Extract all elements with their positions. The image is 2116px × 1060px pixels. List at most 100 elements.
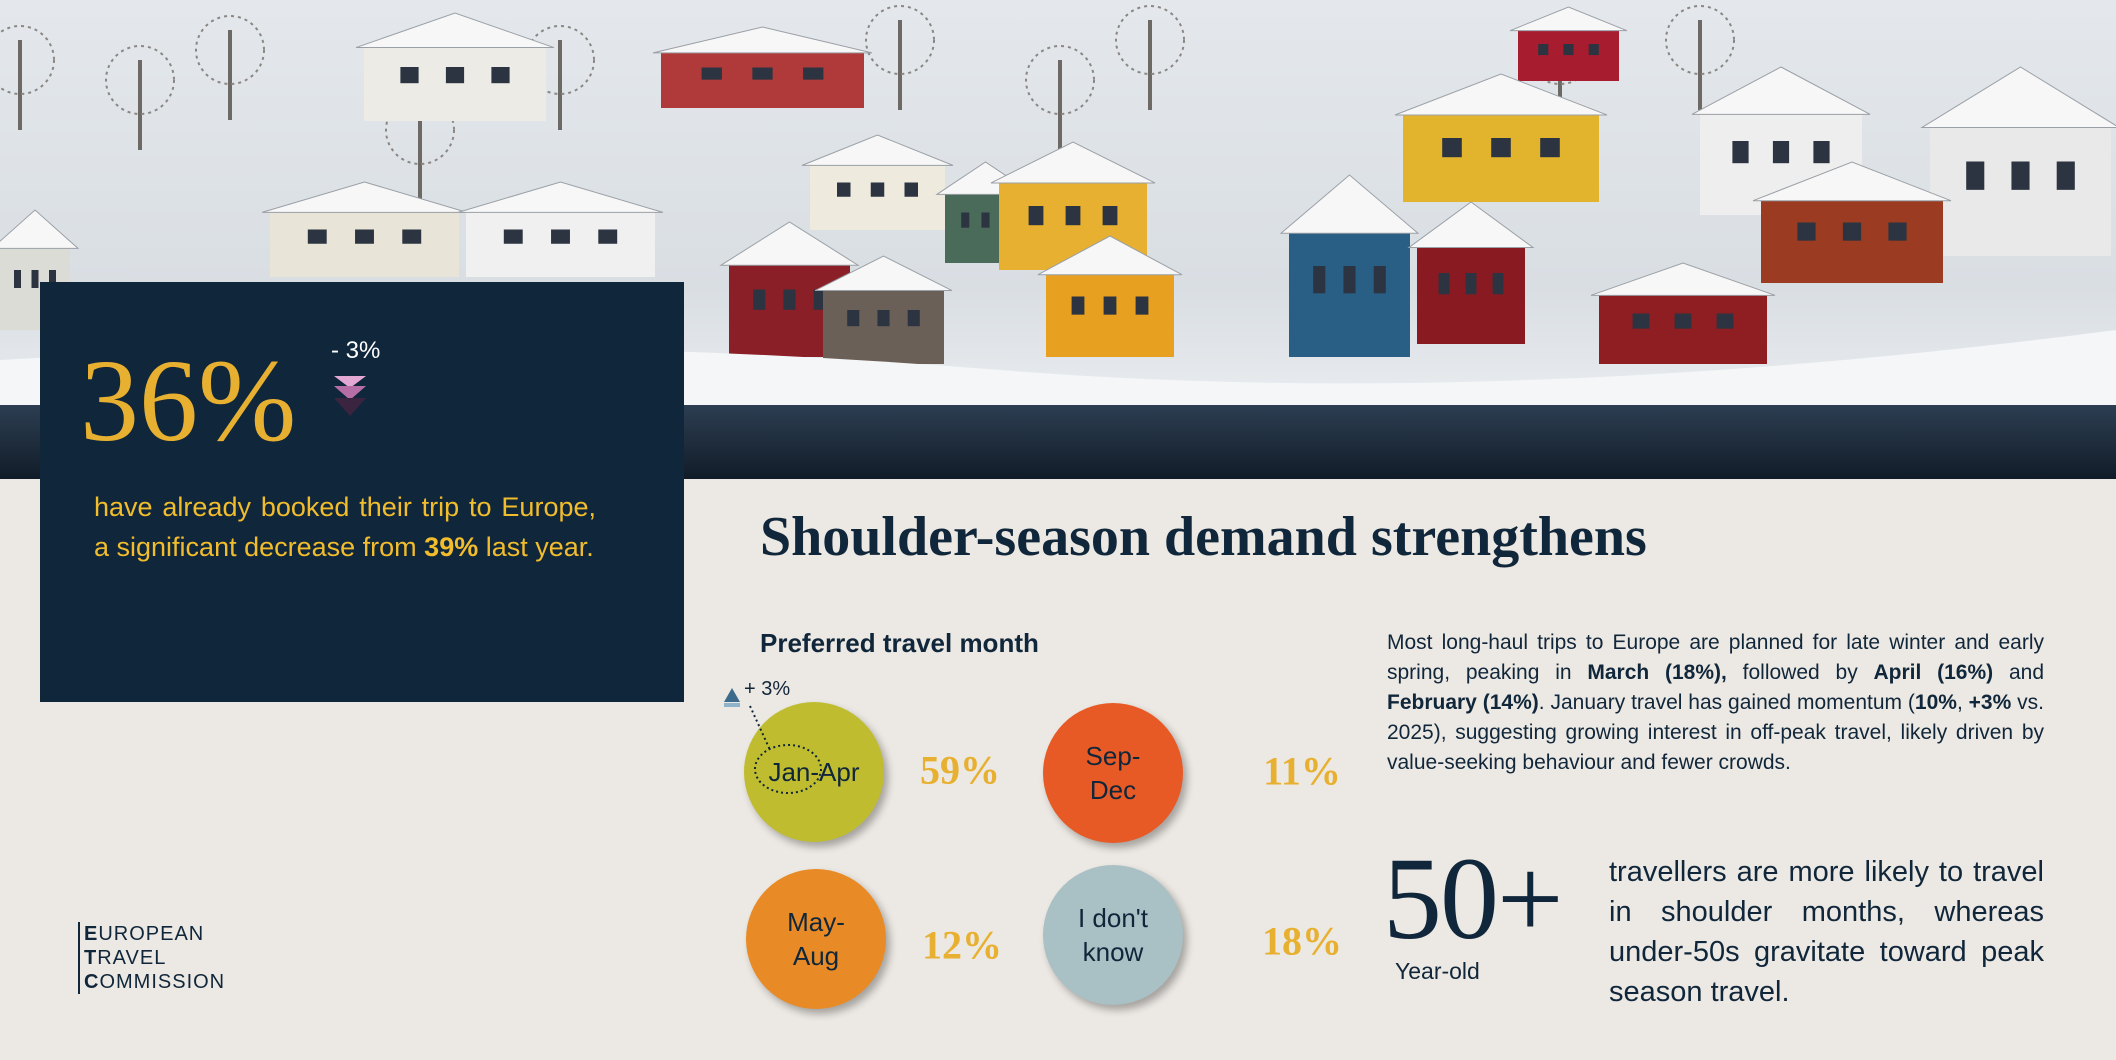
tree bbox=[1665, 5, 1735, 75]
window bbox=[1563, 44, 1574, 56]
logo-line: COMMISSION bbox=[84, 971, 226, 993]
tree bbox=[1115, 5, 1185, 75]
tree bbox=[865, 5, 935, 75]
houses bbox=[0, 6, 2116, 364]
text-run: 39% bbox=[424, 532, 479, 562]
roof bbox=[355, 12, 555, 49]
window bbox=[402, 229, 422, 244]
window bbox=[1540, 138, 1560, 158]
roof bbox=[801, 134, 954, 166]
window bbox=[877, 310, 890, 327]
logo-line: TRAVEL bbox=[84, 947, 167, 969]
window bbox=[400, 67, 419, 84]
month-circle: I don't know bbox=[1043, 865, 1183, 1005]
month-circle: Sep-Dec bbox=[1043, 703, 1183, 843]
window bbox=[1842, 222, 1862, 241]
roof bbox=[1279, 174, 1420, 234]
tree bbox=[195, 15, 265, 85]
window bbox=[783, 289, 796, 310]
window bbox=[1491, 138, 1511, 158]
window bbox=[1813, 141, 1830, 164]
window bbox=[752, 67, 773, 80]
window bbox=[1135, 296, 1149, 315]
annotation-marks bbox=[724, 688, 822, 794]
window bbox=[1071, 296, 1085, 315]
window bbox=[503, 229, 523, 244]
window bbox=[870, 182, 885, 197]
tree bbox=[1025, 45, 1095, 115]
window bbox=[1438, 273, 1450, 295]
hero-stat: 36% bbox=[80, 335, 297, 466]
month-share: 11% bbox=[1263, 748, 1341, 794]
roof bbox=[1691, 66, 1871, 115]
window bbox=[847, 310, 860, 327]
down-arrow bbox=[334, 376, 366, 416]
window bbox=[1442, 138, 1462, 158]
window bbox=[491, 67, 510, 84]
roof bbox=[1509, 6, 1628, 32]
window bbox=[1492, 273, 1504, 295]
roof bbox=[814, 255, 953, 292]
text-run: have already booked their trip to Europe… bbox=[94, 492, 596, 562]
window bbox=[753, 289, 766, 310]
window bbox=[1313, 266, 1326, 294]
roof bbox=[652, 26, 873, 54]
window bbox=[1103, 296, 1117, 315]
month-share: 18% bbox=[1262, 918, 1342, 964]
window bbox=[14, 270, 21, 288]
logo: EUROPEAN TRAVEL COMMISSION bbox=[78, 922, 225, 994]
window bbox=[981, 212, 990, 228]
window bbox=[1343, 266, 1356, 294]
hero-change: - 3% bbox=[331, 337, 381, 364]
window bbox=[1065, 206, 1081, 226]
roof bbox=[1407, 201, 1535, 248]
annotation: + 3% bbox=[744, 678, 791, 700]
window bbox=[598, 229, 618, 244]
header-photo bbox=[0, 0, 2116, 479]
window bbox=[2011, 161, 2030, 190]
month-share: 12% bbox=[922, 922, 1002, 968]
window bbox=[355, 229, 374, 244]
roof bbox=[457, 181, 664, 213]
window bbox=[961, 212, 970, 228]
window bbox=[837, 182, 851, 197]
window bbox=[904, 182, 918, 197]
roof bbox=[1590, 262, 1776, 296]
window bbox=[307, 229, 327, 244]
window bbox=[1028, 206, 1044, 226]
window bbox=[1797, 222, 1816, 241]
roof bbox=[1394, 73, 1608, 116]
text-run: 10% bbox=[1914, 691, 1957, 714]
text-run: April (16%) bbox=[1873, 661, 1994, 684]
tree bbox=[385, 95, 455, 165]
tree bbox=[0, 25, 55, 95]
window bbox=[1966, 161, 1985, 190]
age-caption: Year-old bbox=[1395, 958, 1480, 984]
window bbox=[803, 67, 824, 80]
tree bbox=[105, 45, 175, 115]
window bbox=[551, 229, 570, 244]
section-title: Shoulder-season demand strengthens bbox=[760, 506, 1647, 568]
window bbox=[701, 67, 722, 80]
window bbox=[907, 310, 920, 327]
window bbox=[1373, 266, 1386, 294]
roof bbox=[1752, 161, 1952, 202]
text-run: February (14%) bbox=[1387, 691, 1539, 714]
roof bbox=[261, 181, 468, 213]
window bbox=[1538, 44, 1549, 56]
text-run: and bbox=[1993, 661, 2044, 684]
logo-line: EUROPEAN bbox=[84, 923, 205, 945]
details-text: Most long-haul trips to Europe are plann… bbox=[1387, 628, 2044, 778]
window bbox=[1772, 141, 1790, 164]
window bbox=[1732, 141, 1749, 164]
window bbox=[1888, 222, 1907, 241]
window bbox=[49, 270, 56, 288]
window bbox=[1716, 313, 1734, 329]
text-run: followed by bbox=[1726, 661, 1874, 684]
window bbox=[31, 270, 39, 288]
age-text: travellers are more likely to travel in … bbox=[1609, 856, 2044, 1008]
age-stat: 50+ bbox=[1383, 833, 1564, 964]
window bbox=[1102, 206, 1118, 226]
text-run: last year. bbox=[478, 532, 594, 562]
